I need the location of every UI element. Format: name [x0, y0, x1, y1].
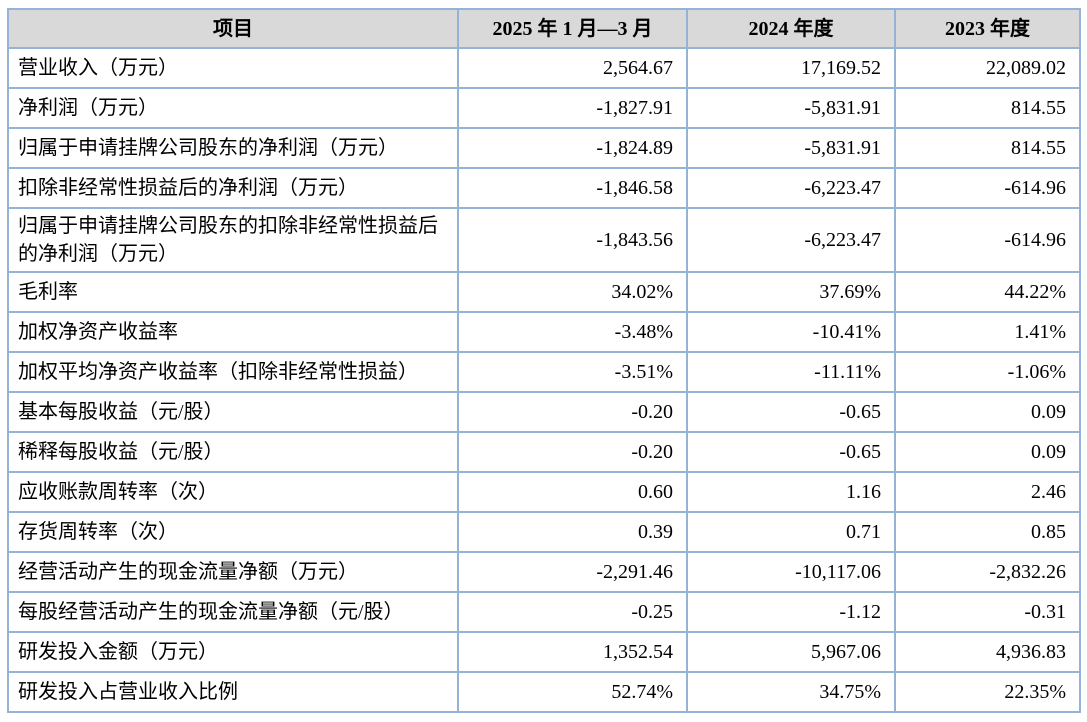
value-cell: 0.60 — [457, 471, 688, 513]
value-cell: 5,967.06 — [686, 631, 896, 673]
column-header-period: 2024 年度 — [686, 8, 896, 49]
table-row: 净利润（万元） -1,827.91 -5,831.91 814.55 — [7, 87, 1081, 129]
table-row: 加权平均净资产收益率（扣除非经常性损益） -3.51% -11.11% -1.06% — [7, 351, 1081, 393]
table-row: 营业收入（万元） 2,564.67 17,169.52 22,089.02 — [7, 47, 1081, 89]
table-row: 稀释每股收益（元/股） -0.20 -0.65 0.09 — [7, 431, 1081, 473]
value-cell: 2.46 — [894, 471, 1081, 513]
header-row: 项目 2025 年 1 月—3 月 2024 年度 2023 年度 — [7, 8, 1081, 49]
table-body: 营业收入（万元） 2,564.67 17,169.52 22,089.02 净利润（万元… — [7, 47, 1081, 713]
value-cell: 1.16 — [686, 471, 896, 513]
column-header-item: 项目 — [7, 8, 459, 49]
row-label: 归属于申请挂牌公司股东的扣除非经常性损益后的净利润（万元） — [7, 207, 459, 273]
column-header-period: 2025 年 1 月—3 月 — [457, 8, 688, 49]
value-cell: 0.71 — [686, 511, 896, 553]
row-label: 每股经营活动产生的现金流量净额（元/股） — [7, 591, 459, 633]
column-header-period: 2023 年度 — [894, 8, 1081, 49]
table-row: 毛利率 34.02% 37.69% 44.22% — [7, 271, 1081, 313]
value-cell: 4,936.83 — [894, 631, 1081, 673]
value-cell: -1,843.56 — [457, 207, 688, 273]
row-label: 稀释每股收益（元/股） — [7, 431, 459, 473]
row-label: 应收账款周转率（次） — [7, 471, 459, 513]
value-cell: -0.65 — [686, 431, 896, 473]
value-cell: -1,827.91 — [457, 87, 688, 129]
value-cell: -0.31 — [894, 591, 1081, 633]
table-row: 归属于申请挂牌公司股东的净利润（万元） -1,824.89 -5,831.91 814… — [7, 127, 1081, 169]
value-cell: 34.75% — [686, 671, 896, 713]
value-cell: -1.06% — [894, 351, 1081, 393]
table-row: 归属于申请挂牌公司股东的扣除非经常性损益后的净利润（万元） -1,843.56 -6… — [7, 207, 1081, 273]
row-label: 加权平均净资产收益率（扣除非经常性损益） — [7, 351, 459, 393]
table-row: 存货周转率（次） 0.39 0.71 0.85 — [7, 511, 1081, 553]
table-row: 基本每股收益（元/股） -0.20 -0.65 0.09 — [7, 391, 1081, 433]
value-cell: -10.41% — [686, 311, 896, 353]
value-cell: -3.48% — [457, 311, 688, 353]
row-label: 加权净资产收益率 — [7, 311, 459, 353]
value-cell: -6,223.47 — [686, 207, 896, 273]
value-cell: 37.69% — [686, 271, 896, 313]
value-cell: 22,089.02 — [894, 47, 1081, 89]
value-cell: -3.51% — [457, 351, 688, 393]
value-cell: -5,831.91 — [686, 87, 896, 129]
value-cell: 17,169.52 — [686, 47, 896, 89]
row-label: 经营活动产生的现金流量净额（万元） — [7, 551, 459, 593]
row-label: 研发投入金额（万元） — [7, 631, 459, 673]
value-cell: 1.41% — [894, 311, 1081, 353]
value-cell: 814.55 — [894, 127, 1081, 169]
table-row: 研发投入占营业收入比例 52.74% 34.75% 22.35% — [7, 671, 1081, 713]
value-cell: -2,832.26 — [894, 551, 1081, 593]
value-cell: 0.39 — [457, 511, 688, 553]
table-row: 应收账款周转率（次） 0.60 1.16 2.46 — [7, 471, 1081, 513]
value-cell: -10,117.06 — [686, 551, 896, 593]
table-header: 项目 2025 年 1 月—3 月 2024 年度 2023 年度 — [7, 8, 1081, 49]
value-cell: -11.11% — [686, 351, 896, 393]
row-label: 营业收入（万元） — [7, 47, 459, 89]
value-cell: 2,564.67 — [457, 47, 688, 89]
value-cell: -1,846.58 — [457, 167, 688, 209]
table-row: 每股经营活动产生的现金流量净额（元/股） -0.25 -1.12 -0.31 — [7, 591, 1081, 633]
value-cell: -0.25 — [457, 591, 688, 633]
value-cell: 44.22% — [894, 271, 1081, 313]
value-cell: -0.20 — [457, 391, 688, 433]
table-row: 扣除非经常性损益后的净利润（万元） -1,846.58 -6,223.47 -614.… — [7, 167, 1081, 209]
row-label: 归属于申请挂牌公司股东的净利润（万元） — [7, 127, 459, 169]
financial-summary-table: 项目 2025 年 1 月—3 月 2024 年度 2023 年度 营业收入（万元） 2… — [7, 8, 1081, 713]
value-cell: 52.74% — [457, 671, 688, 713]
value-cell: -6,223.47 — [686, 167, 896, 209]
value-cell: -0.65 — [686, 391, 896, 433]
row-label: 存货周转率（次） — [7, 511, 459, 553]
value-cell: -2,291.46 — [457, 551, 688, 593]
row-label: 净利润（万元） — [7, 87, 459, 129]
value-cell: -5,831.91 — [686, 127, 896, 169]
value-cell: -1,824.89 — [457, 127, 688, 169]
value-cell: -614.96 — [894, 207, 1081, 273]
row-label: 研发投入占营业收入比例 — [7, 671, 459, 713]
row-label: 扣除非经常性损益后的净利润（万元） — [7, 167, 459, 209]
value-cell: -0.20 — [457, 431, 688, 473]
value-cell: 814.55 — [894, 87, 1081, 129]
value-cell: 0.85 — [894, 511, 1081, 553]
table-row: 加权净资产收益率 -3.48% -10.41% 1.41% — [7, 311, 1081, 353]
value-cell: 22.35% — [894, 671, 1081, 713]
value-cell: 1,352.54 — [457, 631, 688, 673]
value-cell: 0.09 — [894, 431, 1081, 473]
table-row: 研发投入金额（万元） 1,352.54 5,967.06 4,936.83 — [7, 631, 1081, 673]
row-label: 基本每股收益（元/股） — [7, 391, 459, 433]
value-cell: 34.02% — [457, 271, 688, 313]
value-cell: 0.09 — [894, 391, 1081, 433]
row-label: 毛利率 — [7, 271, 459, 313]
value-cell: -1.12 — [686, 591, 896, 633]
value-cell: -614.96 — [894, 167, 1081, 209]
table-row: 经营活动产生的现金流量净额（万元） -2,291.46 -10,117.06 -2,8… — [7, 551, 1081, 593]
